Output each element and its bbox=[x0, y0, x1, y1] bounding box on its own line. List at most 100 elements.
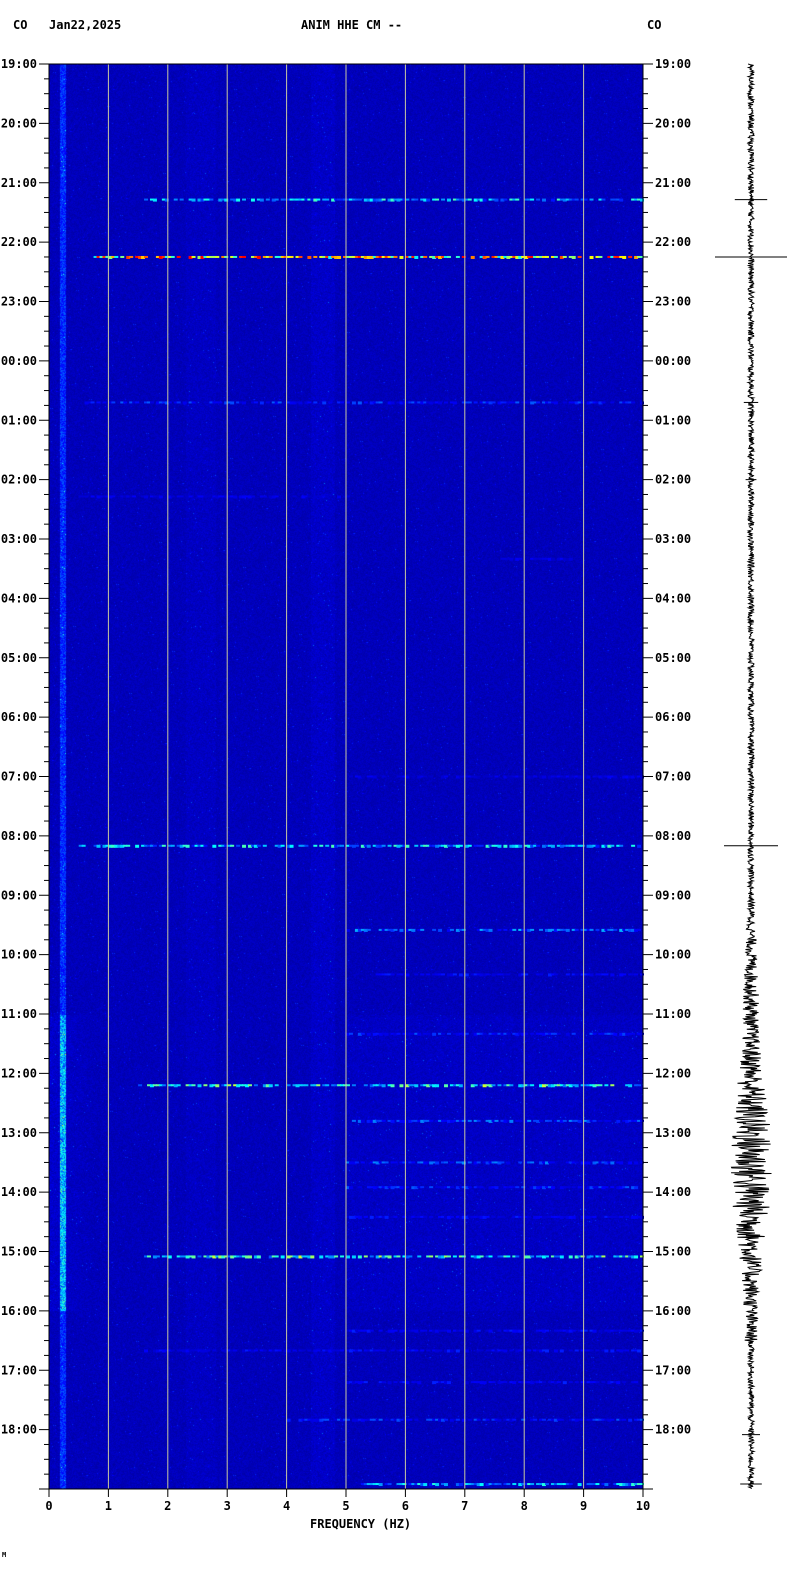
spectral-event-mark bbox=[396, 1255, 401, 1258]
spectral-event-mark bbox=[634, 1483, 639, 1486]
spectral-event-mark bbox=[494, 844, 499, 847]
spectral-event-mark bbox=[423, 1215, 428, 1218]
spectral-event-mark bbox=[224, 495, 229, 499]
spectral-event-mark bbox=[337, 255, 342, 259]
spectral-event-mark bbox=[619, 255, 624, 258]
spectral-event-mark bbox=[455, 844, 460, 848]
spectral-event-mark bbox=[271, 1349, 276, 1352]
spectral-event-mark bbox=[325, 1084, 330, 1087]
spectral-event-mark bbox=[547, 928, 552, 932]
spectral-event-mark bbox=[411, 401, 416, 404]
spectral-event-mark bbox=[390, 401, 395, 405]
spectral-event-mark bbox=[307, 255, 312, 259]
spectral-event-mark bbox=[482, 198, 487, 202]
spectral-event-mark bbox=[432, 1032, 437, 1036]
spectral-event-mark bbox=[473, 1032, 478, 1036]
spectral-event-mark bbox=[203, 495, 208, 498]
spectral-event-mark bbox=[634, 1186, 639, 1190]
spectral-event-mark bbox=[366, 1119, 371, 1123]
spectral-event-mark bbox=[586, 1119, 591, 1123]
spectral-event-mark bbox=[610, 1161, 615, 1165]
spectral-event-mark bbox=[423, 1483, 428, 1487]
spectral-event-mark bbox=[574, 1161, 579, 1164]
spectral-event-mark bbox=[411, 1215, 416, 1218]
spectral-event-mark bbox=[595, 1161, 600, 1164]
spectral-event-mark bbox=[634, 1161, 639, 1165]
spectral-event-mark bbox=[328, 1349, 333, 1353]
spectral-event-mark bbox=[467, 1418, 472, 1421]
spectral-event-mark bbox=[390, 1084, 395, 1088]
spectral-event-mark bbox=[206, 1349, 211, 1352]
spectral-event-mark bbox=[390, 1329, 395, 1333]
spectral-event-mark bbox=[610, 198, 615, 201]
spectral-event-mark bbox=[616, 844, 621, 847]
spectral-event-mark bbox=[473, 844, 478, 847]
spectral-event-mark bbox=[372, 1119, 377, 1123]
spectral-event-mark bbox=[607, 1119, 612, 1122]
spectral-event-mark bbox=[182, 1349, 187, 1353]
spectral-event-mark bbox=[200, 495, 205, 498]
spectral-event-mark bbox=[574, 198, 579, 201]
spectral-event-mark bbox=[426, 973, 431, 976]
spectral-event-mark bbox=[595, 1483, 600, 1486]
spectral-event-mark bbox=[188, 1084, 193, 1087]
spectral-event-mark bbox=[631, 844, 636, 847]
spectral-event-mark bbox=[547, 1381, 552, 1384]
spectral-event-mark bbox=[619, 1418, 624, 1421]
spectral-event-mark bbox=[247, 1084, 252, 1087]
spectral-event-mark bbox=[461, 401, 466, 404]
spectral-event-mark bbox=[399, 1381, 404, 1384]
spectral-event-mark bbox=[521, 1418, 526, 1421]
spectral-event-mark bbox=[491, 1161, 496, 1164]
spectral-event-mark bbox=[452, 973, 457, 976]
spectral-event-mark bbox=[598, 1418, 603, 1421]
spectral-event-mark bbox=[366, 844, 371, 848]
spectral-event-mark bbox=[625, 1255, 630, 1258]
spectral-event-mark bbox=[265, 255, 270, 258]
spectral-event-mark bbox=[634, 1329, 639, 1333]
spectral-event-mark bbox=[402, 1329, 407, 1332]
spectral-event-mark bbox=[521, 401, 526, 404]
spectral-event-mark bbox=[479, 1215, 484, 1219]
spectral-event-mark bbox=[500, 973, 505, 976]
spectral-event-mark bbox=[509, 1381, 514, 1384]
spectral-event-mark bbox=[613, 1255, 618, 1258]
spectral-event-mark bbox=[268, 1255, 273, 1259]
spectral-event-mark bbox=[580, 1418, 585, 1421]
spectral-event-mark bbox=[455, 928, 460, 932]
spectral-event-mark bbox=[518, 1084, 523, 1088]
spectral-event-mark bbox=[173, 198, 178, 201]
spectral-event-mark bbox=[378, 1032, 383, 1036]
spectral-event-mark bbox=[441, 775, 446, 779]
spectral-event-mark bbox=[622, 401, 627, 404]
spectral-event-mark bbox=[491, 1119, 496, 1122]
spectral-event-mark bbox=[634, 1119, 639, 1122]
spectral-event-mark bbox=[589, 255, 594, 259]
spectral-event-mark bbox=[414, 1418, 419, 1421]
y-tick-label-left: 08:00 bbox=[1, 829, 37, 843]
spectral-event-mark bbox=[553, 1381, 558, 1385]
spectral-event-mark bbox=[464, 775, 469, 778]
spectral-event-mark bbox=[369, 1349, 374, 1352]
spectral-event-mark bbox=[571, 255, 576, 259]
spectral-event-mark bbox=[340, 1349, 345, 1352]
spectral-event-mark bbox=[625, 1032, 630, 1036]
spectral-event-mark bbox=[411, 1119, 416, 1122]
y-tick-label-right: 16:00 bbox=[655, 1304, 691, 1318]
spectral-event-mark bbox=[619, 401, 624, 404]
spectral-event-mark bbox=[512, 1032, 517, 1035]
spectral-event-mark bbox=[363, 1255, 368, 1258]
spectral-event-mark bbox=[509, 1349, 514, 1352]
spectral-event-mark bbox=[625, 1186, 630, 1189]
spectral-event-mark bbox=[571, 1329, 576, 1332]
spectral-event-mark bbox=[423, 1161, 428, 1165]
spectral-event-mark bbox=[527, 1483, 532, 1486]
spectral-event-mark bbox=[135, 401, 140, 404]
spectral-event-mark bbox=[405, 1349, 410, 1352]
spectral-event-mark bbox=[357, 198, 362, 201]
y-tick-label-right: 11:00 bbox=[655, 1007, 691, 1021]
spectral-event-mark bbox=[357, 255, 362, 258]
spectral-event-mark bbox=[408, 1329, 413, 1332]
spectral-event-mark bbox=[601, 1418, 606, 1421]
spectral-event-mark bbox=[438, 1215, 443, 1218]
